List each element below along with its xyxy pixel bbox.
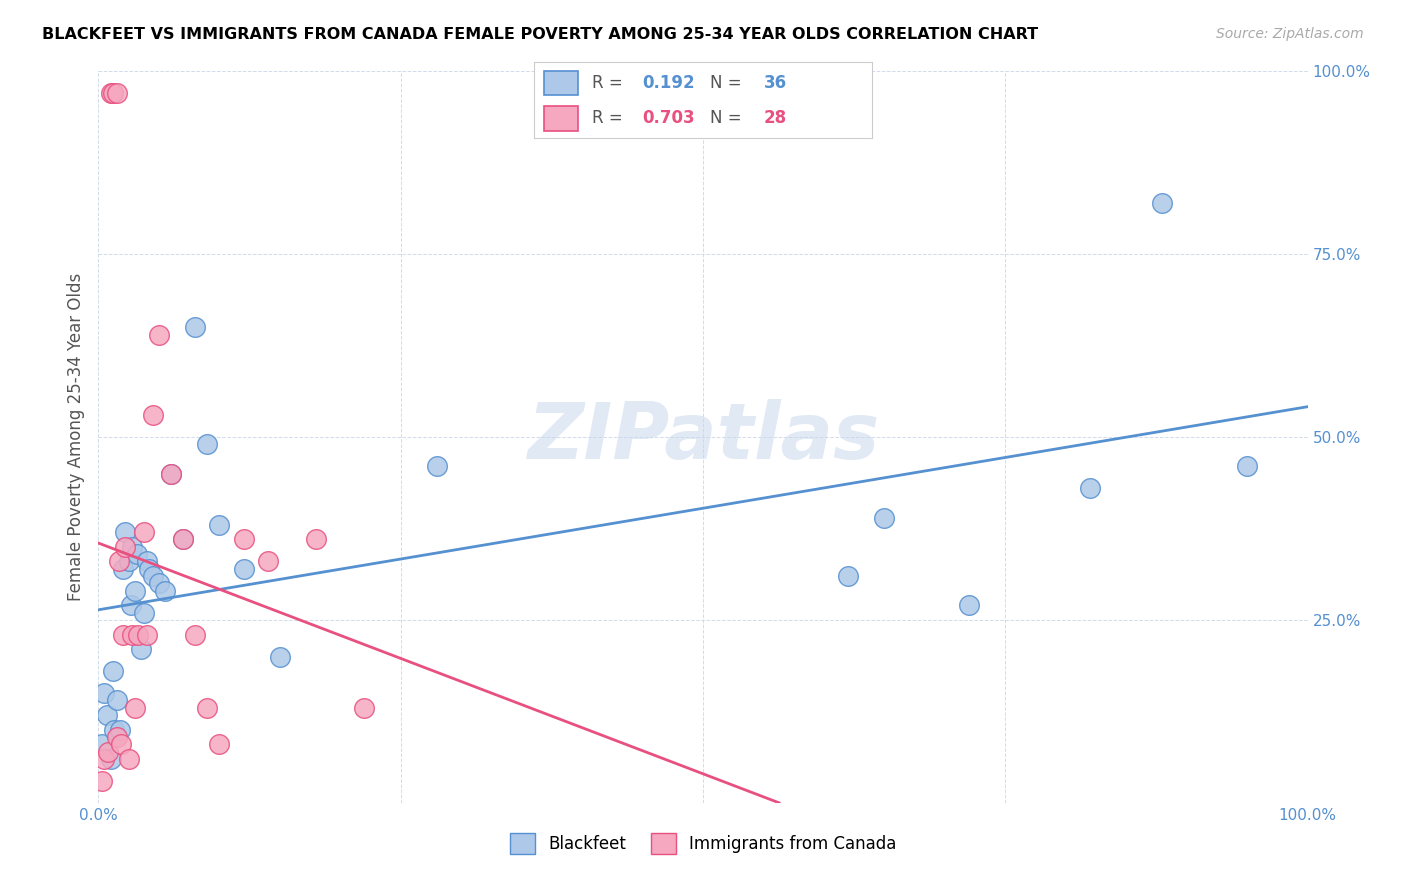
Point xyxy=(97,745,120,759)
Point xyxy=(111,627,134,641)
Point xyxy=(114,540,136,554)
Point xyxy=(135,554,157,568)
Point xyxy=(148,576,170,591)
FancyBboxPatch shape xyxy=(544,70,578,95)
Point xyxy=(232,562,254,576)
Point xyxy=(138,562,160,576)
Point xyxy=(172,533,194,547)
Point xyxy=(208,517,231,532)
FancyBboxPatch shape xyxy=(544,106,578,130)
Point xyxy=(121,627,143,641)
Point xyxy=(121,540,143,554)
Point xyxy=(111,562,134,576)
Point xyxy=(134,606,156,620)
Point xyxy=(91,737,114,751)
Point xyxy=(114,525,136,540)
Point xyxy=(110,737,132,751)
Point xyxy=(127,627,149,641)
Point xyxy=(129,642,152,657)
Point xyxy=(142,569,165,583)
Point xyxy=(100,87,122,101)
Text: ZIPatlas: ZIPatlas xyxy=(527,399,879,475)
Point xyxy=(142,408,165,422)
Point xyxy=(96,708,118,723)
Text: N =: N = xyxy=(710,109,747,127)
Text: 0.703: 0.703 xyxy=(643,109,695,127)
Point xyxy=(105,87,128,101)
Y-axis label: Female Poverty Among 25-34 Year Olds: Female Poverty Among 25-34 Year Olds xyxy=(66,273,84,601)
Point xyxy=(153,583,176,598)
Point xyxy=(232,533,254,547)
Point xyxy=(108,554,131,568)
Point xyxy=(120,599,142,613)
Point xyxy=(148,327,170,342)
Text: Source: ZipAtlas.com: Source: ZipAtlas.com xyxy=(1216,27,1364,41)
Point xyxy=(108,723,131,737)
Text: 28: 28 xyxy=(763,109,787,127)
Text: R =: R = xyxy=(592,74,627,92)
Point xyxy=(118,752,141,766)
Point xyxy=(1078,481,1101,495)
Point xyxy=(127,547,149,561)
Point xyxy=(184,627,207,641)
Legend: Blackfeet, Immigrants from Canada: Blackfeet, Immigrants from Canada xyxy=(503,827,903,860)
Point xyxy=(93,686,115,700)
Point xyxy=(208,737,231,751)
Point xyxy=(93,752,115,766)
Point xyxy=(105,693,128,707)
Point xyxy=(105,730,128,744)
Point xyxy=(101,664,124,678)
Text: 0.192: 0.192 xyxy=(643,74,695,92)
Point xyxy=(873,510,896,524)
Point xyxy=(160,467,183,481)
Point xyxy=(1236,459,1258,474)
Point xyxy=(124,583,146,598)
Point xyxy=(135,627,157,641)
Text: BLACKFEET VS IMMIGRANTS FROM CANADA FEMALE POVERTY AMONG 25-34 YEAR OLDS CORRELA: BLACKFEET VS IMMIGRANTS FROM CANADA FEMA… xyxy=(42,27,1038,42)
Text: N =: N = xyxy=(710,74,747,92)
Point xyxy=(160,467,183,481)
Point xyxy=(172,533,194,547)
Point xyxy=(195,437,218,451)
Point xyxy=(103,723,125,737)
Point xyxy=(837,569,859,583)
Point xyxy=(101,87,124,101)
Point xyxy=(269,649,291,664)
Point xyxy=(957,599,980,613)
Point xyxy=(305,533,328,547)
Point xyxy=(1152,196,1174,211)
Point xyxy=(124,700,146,714)
Point xyxy=(426,459,449,474)
Point xyxy=(100,752,122,766)
Point xyxy=(353,700,375,714)
Point xyxy=(134,525,156,540)
Point xyxy=(256,554,278,568)
Point xyxy=(195,700,218,714)
Point xyxy=(118,554,141,568)
Text: 36: 36 xyxy=(763,74,787,92)
Text: R =: R = xyxy=(592,109,627,127)
Point xyxy=(184,320,207,334)
Point xyxy=(91,773,114,788)
